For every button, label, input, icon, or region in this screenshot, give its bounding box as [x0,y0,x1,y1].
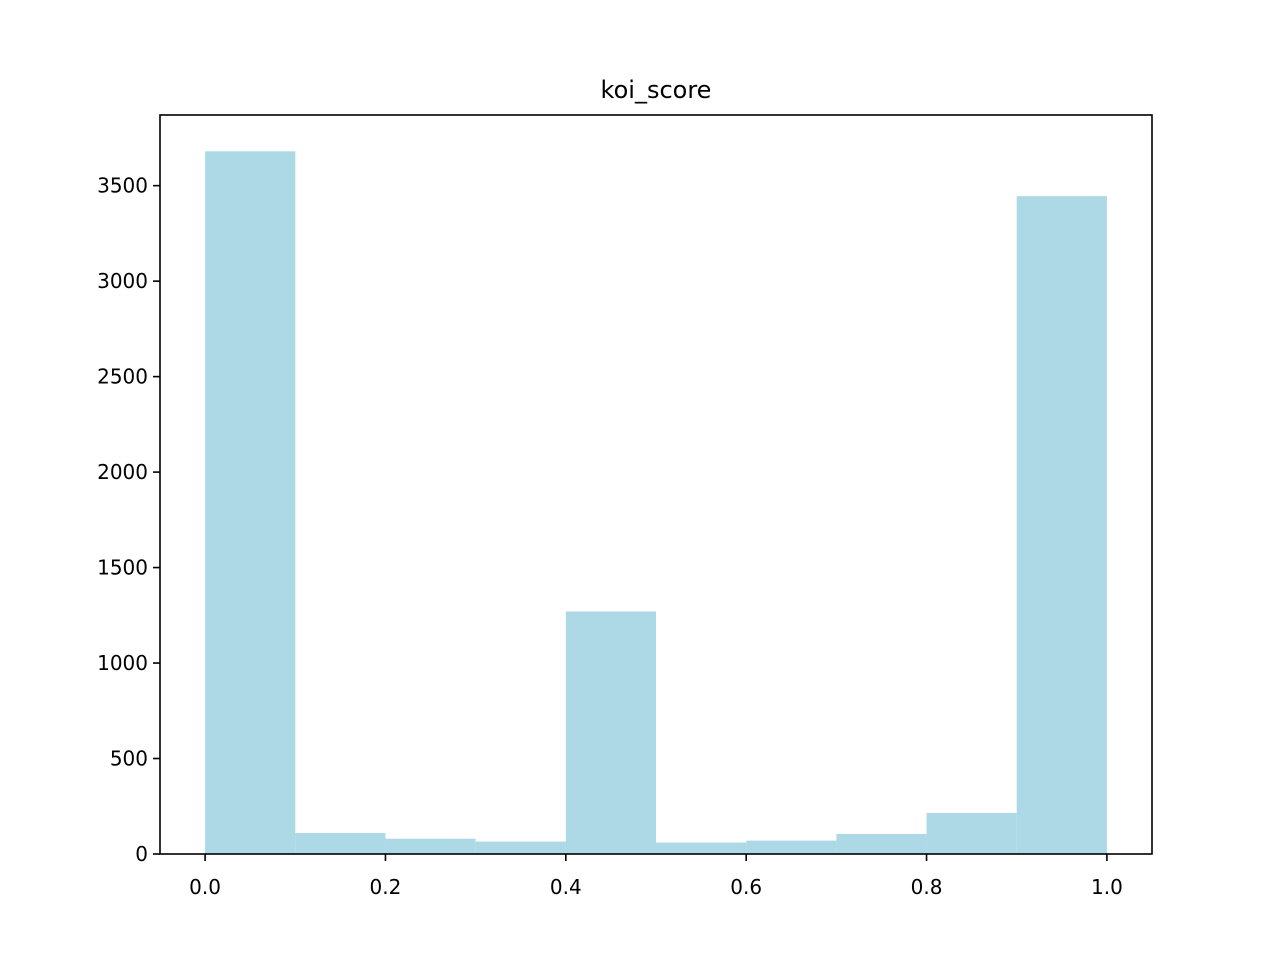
histogram-bar [926,812,1017,854]
y-tick-label: 1000 [97,651,148,675]
y-tick-label: 0 [135,842,148,866]
x-tick-label: 0.6 [730,875,762,899]
y-tick-label: 500 [110,747,148,771]
y-tick-label: 1500 [97,556,148,580]
x-tick-label: 0.8 [911,875,943,899]
y-axis-ticks: 0 500 1000 1500 2000 2500 3000 3500 [97,174,160,866]
histogram-bar [295,832,386,854]
y-tick-label: 3000 [97,269,148,293]
histogram-bar [475,841,566,854]
histogram-bar [656,842,747,854]
histogram-bar [836,833,927,854]
histogram-bar [746,840,837,854]
chart-title: koi_score [601,76,712,104]
y-tick-label: 2000 [97,460,148,484]
histogram-bar [205,151,296,855]
x-tick-label: 1.0 [1091,875,1123,899]
x-tick-label: 0.0 [189,875,221,899]
x-tick-label: 0.4 [550,875,582,899]
histogram-bar [565,611,656,854]
x-tick-label: 0.2 [370,875,402,899]
y-tick-label: 2500 [97,365,148,389]
bars-group [205,151,1107,855]
histogram-bar [385,838,476,854]
histogram-bar [1016,196,1107,855]
y-tick-label: 3500 [97,174,148,198]
plot-frame [159,114,1153,855]
x-axis-ticks: 0.0 0.2 0.4 0.6 0.8 1.0 [189,854,1123,899]
